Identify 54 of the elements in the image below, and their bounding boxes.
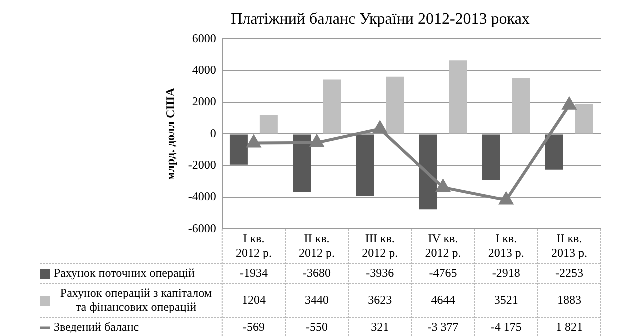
bar: [575, 104, 594, 134]
data-label: 1 821: [556, 320, 583, 334]
y-tick-label: -6000: [188, 221, 216, 236]
data-label: -569: [242, 320, 265, 334]
data-label: 3440: [305, 293, 330, 308]
bar: [545, 134, 564, 170]
x-tick-label: I кв. 2012 р.: [236, 232, 272, 260]
data-label: 1204: [242, 293, 266, 308]
y-axis-title: млрд. долл США: [163, 88, 178, 180]
data-label: -3 377: [428, 320, 459, 334]
data-label: -3680: [303, 266, 332, 280]
y-tick-label: 0: [210, 126, 216, 140]
point: [436, 180, 450, 192]
data-label: 4644: [431, 293, 456, 308]
bar: [482, 134, 500, 180]
y-tick-label: -4000: [188, 190, 216, 204]
point: [373, 122, 387, 134]
x-tick-label: II кв. 2012 р.: [299, 232, 336, 260]
data-label: -4 175: [490, 320, 522, 334]
x-tick-label: II кв. 2013 р.: [551, 232, 588, 260]
legend-label: Рахунок поточних операцій: [54, 266, 196, 280]
data-label: 3623: [368, 293, 392, 308]
y-tick-label: 6000: [192, 31, 216, 46]
bar: [449, 60, 468, 134]
y-tick-label: 2000: [192, 94, 216, 109]
data-label: -2253: [555, 266, 584, 280]
data-label: 3521: [494, 293, 518, 308]
data-label: -1934: [240, 266, 268, 280]
point: [562, 98, 576, 110]
chart-title: Платіжний баланс України 2012-2013 роках: [231, 10, 530, 28]
x-tick-label: I кв. 2013 р.: [488, 232, 524, 260]
bar: [323, 80, 342, 134]
legend-label: Зведений баланс: [54, 320, 140, 334]
data-label: -550: [306, 320, 328, 334]
bar: [230, 134, 248, 165]
point: [310, 135, 324, 148]
y-tick-label: 4000: [192, 63, 216, 78]
data-label: -4765: [429, 266, 458, 280]
point: [500, 192, 514, 205]
legend-label: Рахунок операцій з капіталом та фінансових операцій: [60, 286, 212, 314]
bar: [293, 134, 312, 192]
y-tick-label: -2000: [188, 158, 216, 172]
data-label: -3936: [366, 266, 394, 280]
data-label: -2918: [492, 266, 520, 280]
x-tick-label: III кв. 2012 р.: [362, 232, 398, 260]
data-label: 1883: [557, 293, 582, 308]
bar: [260, 115, 278, 134]
bar: [386, 76, 404, 134]
bar: [419, 134, 438, 210]
bar: [512, 78, 530, 134]
x-tick-label: IV кв. 2012 р.: [425, 232, 462, 260]
point: [247, 136, 261, 148]
data-label: 321: [371, 320, 390, 334]
bar: [356, 134, 374, 197]
